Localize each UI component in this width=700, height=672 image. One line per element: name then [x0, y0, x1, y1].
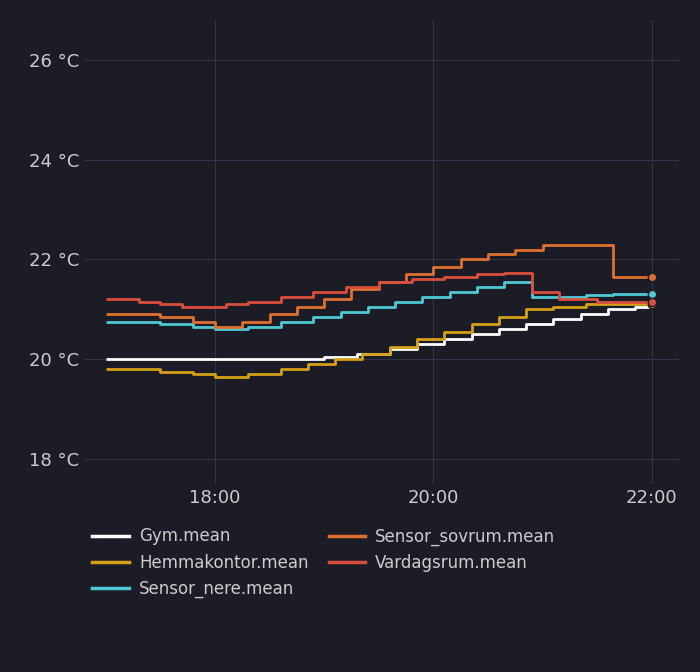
- Legend: Gym.mean, Hemmakontor.mean, Sensor_nere.mean, Sensor_sovrum.mean, Vardagsrum.mea: Gym.mean, Hemmakontor.mean, Sensor_nere.…: [92, 528, 555, 598]
